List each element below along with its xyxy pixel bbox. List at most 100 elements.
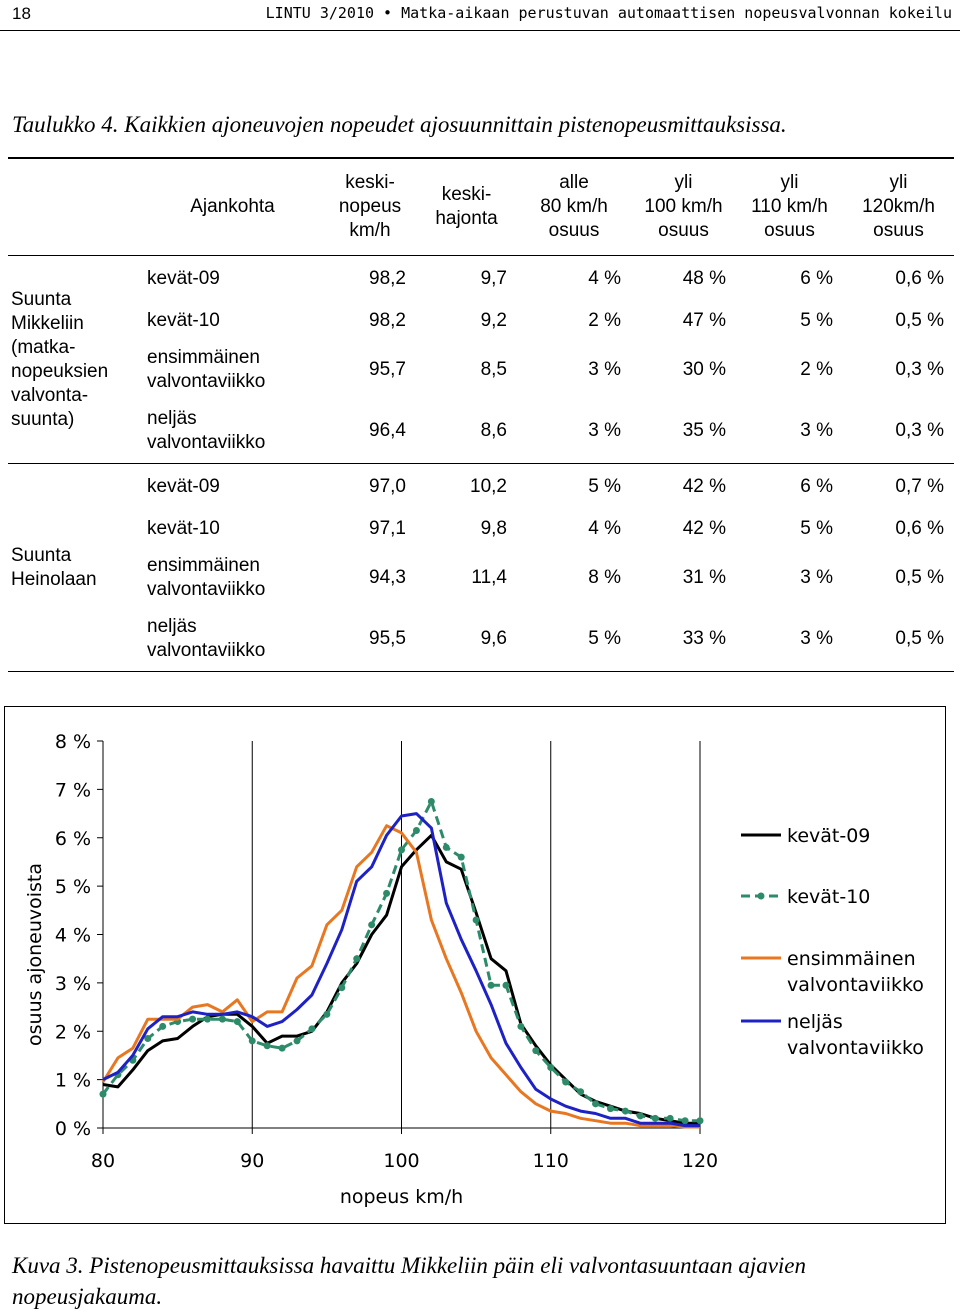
period-cell: kevät-10 (147, 309, 220, 331)
y-tick-label: 8 % (55, 731, 91, 753)
value-cell: 97,1 (369, 517, 406, 539)
data-point (144, 1035, 152, 1043)
value-cell: 96,4 (324, 399, 416, 464)
data-point (99, 1090, 107, 1098)
table-row: ensimmäinen valvontaviikko 95,7 8,5 3 % 30 % 2… (8, 340, 954, 400)
data-point (308, 1025, 316, 1033)
value-cell: 94,3 (369, 566, 406, 588)
direction-label: Suunta Mikkeliin (matka-nopeuksien valvonta… (8, 255, 141, 464)
x-tick-label: 90 (240, 1150, 264, 1172)
value-cell: 0,3 % (895, 358, 944, 380)
value-cell: 11,4 (471, 566, 507, 588)
value-cell: 8,5 (480, 358, 507, 380)
value-cell: 0,3 % (843, 399, 954, 464)
data-point (621, 1107, 629, 1115)
legend-label: ensimmäinen (787, 948, 916, 970)
speed-table: Ajankohta keski-nopeus km/h keski-hajonta al… (8, 157, 954, 672)
column-header: yli 110 km/h osuus (736, 157, 843, 256)
legend-label: valvontaviikko (787, 974, 924, 996)
x-axis-title: nopeus km/h (340, 1186, 463, 1208)
series-line (101, 824, 700, 1129)
value-cell: 5 % (517, 607, 631, 672)
table-row: ensimmäinen valvontaviikko 94,3 11,4 8 % 31 %… (8, 548, 954, 608)
value-cell: 2 % (800, 358, 833, 380)
y-tick-label: 5 % (55, 876, 91, 898)
value-cell: 9,6 (416, 607, 517, 672)
data-point (577, 1088, 585, 1096)
value-cell: 9,7 (480, 267, 507, 289)
x-tick-label: 110 (533, 1150, 569, 1172)
period-cell: ensimmäinen valvontaviikko (147, 346, 266, 392)
period-cell: kevät-09 (147, 267, 220, 289)
data-point (636, 1112, 644, 1120)
value-cell: 8 % (588, 566, 621, 588)
data-point (532, 1047, 540, 1055)
y-tick-label: 0 % (55, 1118, 91, 1140)
value-cell: 47 % (682, 309, 726, 331)
value-cell: 98,2 (369, 267, 406, 289)
value-cell: 31 % (682, 566, 726, 588)
data-point (442, 843, 450, 851)
value-cell: 42 % (682, 475, 726, 497)
table-row: neljäs valvontaviikko 96,4 8,6 3 % 35 % 3 % 0,3… (8, 399, 954, 464)
value-cell: 98,2 (369, 309, 406, 331)
data-point (218, 1015, 226, 1023)
value-cell: 3 % (517, 399, 631, 464)
header-rule (0, 30, 960, 31)
value-cell: 95,5 (324, 607, 416, 672)
data-point (427, 797, 435, 805)
value-cell: 3 % (736, 607, 843, 672)
x-tick-label: 120 (682, 1150, 718, 1172)
column-header: keski-nopeus km/h (324, 157, 416, 256)
series-line (102, 812, 700, 1128)
data-point (472, 916, 480, 924)
data-point (666, 1114, 674, 1122)
column-header: alle 80 km/h osuus (517, 157, 631, 256)
legend-marker (757, 892, 765, 900)
value-cell: 0,7 % (895, 475, 944, 497)
data-point (487, 981, 495, 989)
column-header: keski-hajonta (416, 157, 517, 256)
value-cell: 35 % (631, 399, 736, 464)
table-row: kevät-10 98,2 9,2 2 % 47 % 5 % 0,5 % (8, 302, 954, 340)
value-cell: 97,0 (369, 475, 406, 497)
data-point (159, 1022, 167, 1030)
data-point (368, 921, 376, 929)
value-cell: 95,7 (369, 358, 406, 380)
value-cell: 3 % (736, 399, 843, 464)
table-row: Suunta Mikkeliin (matka-nopeuksien valvonta… (8, 255, 954, 464)
data-point (293, 1037, 301, 1045)
value-cell: 48 % (682, 267, 726, 289)
legend-label: kevät-10 (787, 886, 870, 908)
data-point (592, 1100, 600, 1108)
value-cell: 5 % (800, 517, 833, 539)
page-number: 18 (12, 4, 31, 23)
value-cell: 3 % (588, 358, 621, 380)
value-cell: 42 % (682, 517, 726, 539)
value-cell: 2 % (588, 309, 621, 331)
y-axis-title: osuus ajoneuvoista (24, 863, 46, 1046)
data-point (562, 1078, 570, 1086)
value-cell: 0,5 % (895, 309, 944, 331)
period-cell: neljäs valvontaviikko (141, 399, 324, 464)
speed-distribution-chart: 0 % 1 % 2 % 3 % 4 % 5 % 6 % 7 % 8 % 80 90 100 110 120… (24, 731, 924, 1208)
data-point (457, 853, 465, 861)
value-cell: 9,2 (480, 309, 507, 331)
data-point (383, 889, 391, 897)
y-tick-label: 3 % (55, 973, 91, 995)
direction-label: Suunta Heinolaan (8, 463, 141, 672)
y-tick-label: 7 % (55, 779, 91, 801)
y-tick-label: 2 % (55, 1021, 91, 1043)
period-cell: kevät-09 (147, 475, 220, 497)
period-cell: ensimmäinen valvontaviikko (147, 554, 266, 600)
running-title: LINTU 3/2010 • Matka-aikaan perustuvan a… (265, 4, 952, 22)
data-point (203, 1015, 211, 1023)
legend-label: valvontaviikko (787, 1037, 924, 1059)
value-cell: 0,6 % (895, 517, 944, 539)
period-cell: kevät-10 (147, 517, 220, 539)
table-row: kevät-10 97,1 9,8 4 % 42 % 5 % 0,6 % (8, 510, 954, 548)
value-cell: 5 % (588, 475, 621, 497)
value-cell: 0,6 % (895, 267, 944, 289)
value-cell: 0,5 % (895, 566, 944, 588)
figure-frame: 0 % 1 % 2 % 3 % 4 % 5 % 6 % 7 % 8 % 80 90 100 110 120… (4, 706, 946, 1224)
